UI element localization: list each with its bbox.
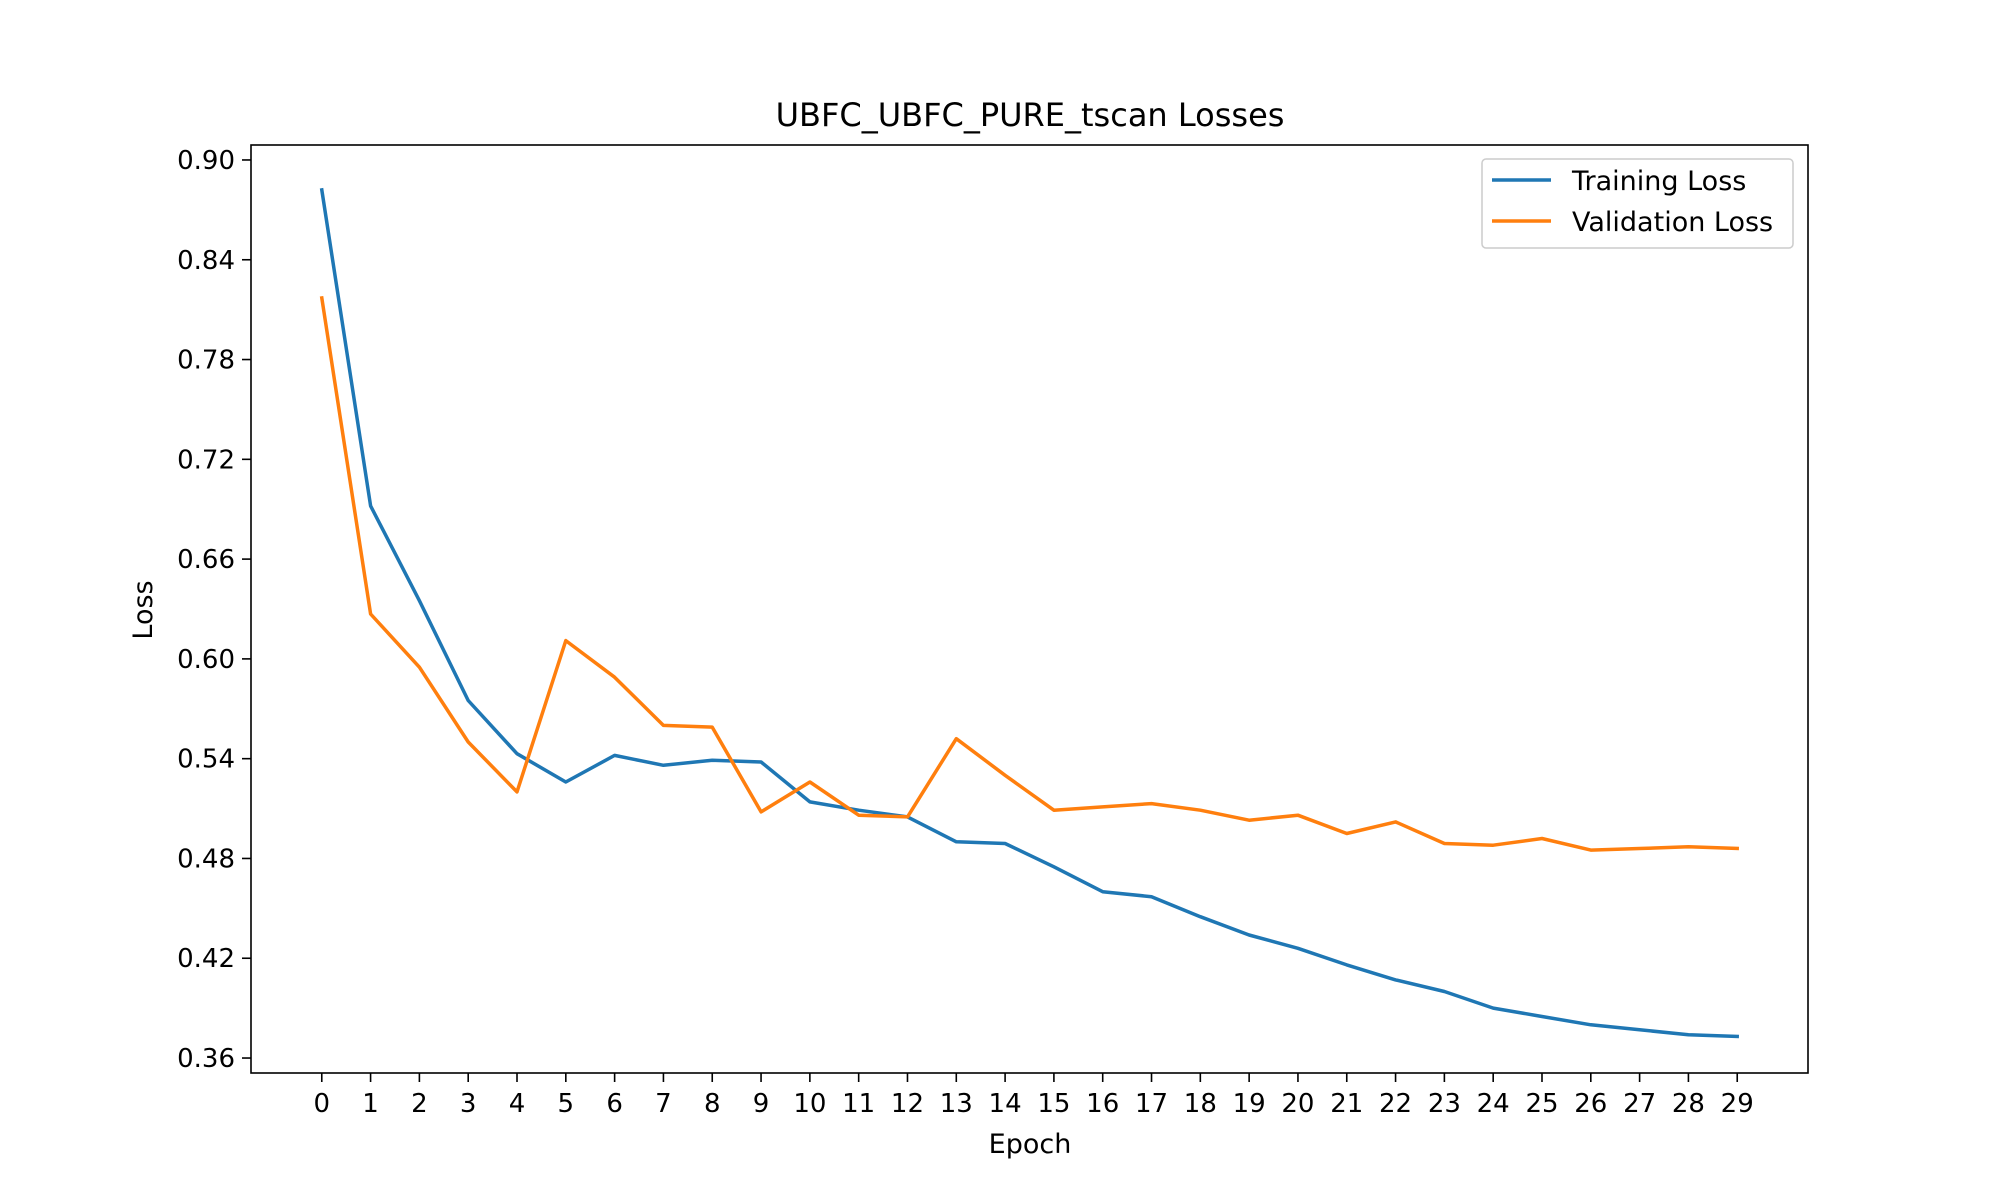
legend: Training Loss Validation Loss <box>1481 158 1794 249</box>
x-tick-label: 25 <box>1525 1089 1558 1119</box>
x-tick-label: 8 <box>704 1089 721 1119</box>
x-tick-label: 5 <box>558 1089 575 1119</box>
x-tick-label: 0 <box>313 1089 330 1119</box>
x-tick-label: 16 <box>1086 1089 1119 1119</box>
x-tick-label: 20 <box>1281 1089 1314 1119</box>
plot-frame <box>250 144 1809 1074</box>
y-axis-ticks: 0.36 0.42 0.48 0.54 0.60 0.66 0.72 0.78 0.84 0.90 <box>177 146 251 1074</box>
x-tick-label: 22 <box>1379 1089 1412 1119</box>
x-tick-label: 4 <box>509 1089 526 1119</box>
y-tick-label: 0.48 <box>177 844 235 874</box>
x-tick-label: 23 <box>1428 1089 1461 1119</box>
series-line-training-loss <box>319 187 1740 1039</box>
x-axis-label: Epoch <box>989 1129 1072 1160</box>
y-tick-label: 0.54 <box>177 745 235 775</box>
x-axis-ticks: 0 1 2 3 4 5 6 7 8 9 10 11 12 13 14 15 16 17 18 19 20 21 22 23 24… <box>313 1073 1754 1119</box>
x-tick-label: 1 <box>362 1089 379 1119</box>
x-tick-label: 26 <box>1574 1089 1607 1119</box>
x-tick-label: 10 <box>793 1089 826 1119</box>
y-tick-label: 0.36 <box>177 1044 235 1074</box>
series-layer <box>319 187 1740 1039</box>
y-tick-label: 0.72 <box>177 445 235 475</box>
x-tick-label: 24 <box>1477 1089 1510 1119</box>
legend-box <box>1481 158 1794 249</box>
x-tick-label: 17 <box>1135 1089 1168 1119</box>
legend-label-training-loss: Training Loss <box>1571 166 1746 197</box>
x-tick-label: 12 <box>891 1089 924 1119</box>
y-tick-label: 0.90 <box>177 146 235 176</box>
chart-title: UBFC_UBFC_PURE_tscan Losses <box>776 96 1285 134</box>
x-tick-label: 21 <box>1330 1089 1363 1119</box>
legend-label-validation-loss: Validation Loss <box>1572 207 1773 238</box>
x-tick-label: 15 <box>1037 1089 1070 1119</box>
x-tick-label: 19 <box>1233 1089 1266 1119</box>
x-tick-label: 11 <box>842 1089 875 1119</box>
x-tick-label: 6 <box>606 1089 623 1119</box>
y-axis-label: Loss <box>128 580 159 639</box>
series-line-validation-loss <box>319 296 1740 852</box>
x-tick-label: 27 <box>1623 1089 1656 1119</box>
x-tick-label: 14 <box>989 1089 1022 1119</box>
y-tick-label: 0.78 <box>177 346 235 376</box>
x-tick-label: 9 <box>753 1089 770 1119</box>
y-tick-label: 0.60 <box>177 645 235 675</box>
y-tick-label: 0.42 <box>177 944 235 974</box>
x-tick-label: 18 <box>1184 1089 1217 1119</box>
y-tick-label: 0.84 <box>177 246 235 276</box>
x-tick-label: 7 <box>655 1089 672 1119</box>
x-tick-label: 28 <box>1672 1089 1705 1119</box>
x-tick-label: 13 <box>940 1089 973 1119</box>
x-tick-label: 2 <box>411 1089 428 1119</box>
x-tick-label: 29 <box>1721 1089 1754 1119</box>
y-tick-label: 0.66 <box>177 545 235 575</box>
x-tick-label: 3 <box>460 1089 477 1119</box>
